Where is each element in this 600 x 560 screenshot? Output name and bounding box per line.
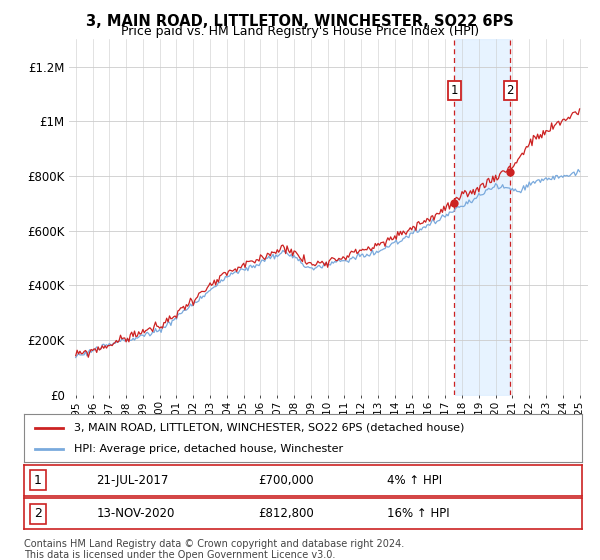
Text: 21-JUL-2017: 21-JUL-2017 [97,474,169,487]
Text: Price paid vs. HM Land Registry's House Price Index (HPI): Price paid vs. HM Land Registry's House … [121,25,479,38]
Text: 3, MAIN ROAD, LITTLETON, WINCHESTER, SO22 6PS (detached house): 3, MAIN ROAD, LITTLETON, WINCHESTER, SO2… [74,423,464,433]
Text: 3, MAIN ROAD, LITTLETON, WINCHESTER, SO22 6PS: 3, MAIN ROAD, LITTLETON, WINCHESTER, SO2… [86,14,514,29]
Text: HPI: Average price, detached house, Winchester: HPI: Average price, detached house, Winc… [74,444,343,454]
Text: £812,800: £812,800 [259,507,314,520]
Text: 2: 2 [34,507,42,520]
Text: 13-NOV-2020: 13-NOV-2020 [97,507,175,520]
Text: £700,000: £700,000 [259,474,314,487]
Text: 4% ↑ HPI: 4% ↑ HPI [387,474,442,487]
Text: 16% ↑ HPI: 16% ↑ HPI [387,507,449,520]
Text: Contains HM Land Registry data © Crown copyright and database right 2024.
This d: Contains HM Land Registry data © Crown c… [24,539,404,560]
Text: 2: 2 [506,84,514,97]
Text: 1: 1 [451,84,458,97]
Text: 1: 1 [34,474,42,487]
